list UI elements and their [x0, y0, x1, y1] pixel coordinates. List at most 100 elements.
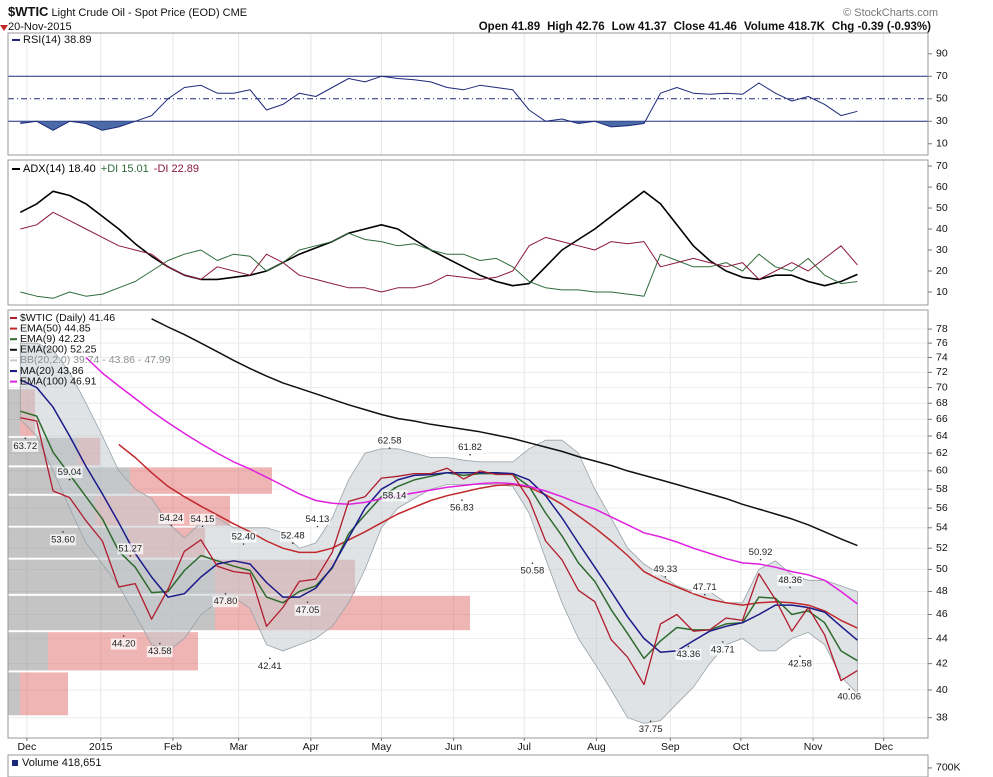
- y-tick-label: 44: [936, 632, 948, 644]
- x-tick-label: Nov: [804, 741, 823, 753]
- annotation-point: [759, 558, 762, 561]
- annotation-bg: [50, 534, 76, 546]
- annotation-bg: [691, 582, 718, 594]
- y-tick-label: 700K: [936, 762, 961, 774]
- annotation-point: [62, 531, 64, 533]
- stat-label: Close: [673, 21, 705, 33]
- volume-by-price-bar: [8, 389, 20, 436]
- panel-frame: [7, 32, 929, 156]
- y-tick-label: 48: [936, 585, 948, 597]
- stat: Open 41.89: [479, 21, 540, 33]
- panel-frame: [7, 754, 929, 777]
- stat-label: Chg: [831, 21, 855, 33]
- annotation: 61.82: [458, 442, 482, 453]
- stat-value: 41.46: [708, 21, 737, 33]
- annotation-point: [242, 543, 245, 545]
- annotation-bg: [279, 530, 306, 542]
- y-tick-label: 58: [936, 483, 948, 495]
- annotation: 62.58: [378, 436, 402, 447]
- y-tick-label: 40: [936, 684, 948, 696]
- annotation-bg: [294, 604, 321, 616]
- x-tick-label: May: [371, 741, 392, 753]
- legend-entry: RSI(14) 38.89: [23, 34, 91, 46]
- annotation-bg: [110, 638, 137, 650]
- annotation-point: [170, 524, 173, 527]
- y-tick-label: 72: [936, 366, 948, 378]
- annotation-point: [799, 655, 801, 658]
- legend-icon: [12, 760, 18, 766]
- x-tick-label: Feb: [164, 741, 182, 753]
- legend-entry: -DI 22.89: [154, 163, 199, 175]
- annotation: 54.15: [191, 514, 215, 525]
- annotation-point: [722, 641, 724, 643]
- annotation-point: [531, 562, 534, 564]
- y-tick-label: 70: [936, 70, 948, 82]
- annotation-bg: [56, 467, 83, 479]
- annotation-bg: [787, 658, 813, 670]
- annotation-point: [291, 542, 294, 545]
- annotation-bg: [637, 723, 664, 735]
- annotation-point: [461, 499, 463, 501]
- annotation-point: [129, 555, 132, 557]
- panel: [8, 310, 928, 738]
- y-tick-label: 66: [936, 413, 948, 425]
- annotation-bg: [709, 644, 736, 656]
- annotation-point: [649, 720, 652, 723]
- annotation-bg: [158, 512, 185, 524]
- y-tick-label: 70: [936, 160, 948, 172]
- panel: [8, 33, 928, 155]
- annotation: 54.24: [159, 513, 183, 524]
- y-tick-label: 10: [936, 138, 948, 150]
- annotation-bg: [117, 543, 144, 555]
- annotation-point: [469, 453, 471, 456]
- stat: Chg -0.39 (-0.93%): [832, 21, 931, 33]
- stat: High 42.76: [547, 21, 605, 33]
- legend-entry: MA(20) 43.86: [20, 365, 84, 377]
- oversold-fill: [20, 121, 646, 131]
- y-tick-label: 38: [936, 711, 948, 723]
- annotation-point: [316, 525, 319, 528]
- series-line: [20, 75, 858, 131]
- annotation-bg: [212, 596, 239, 608]
- annotation: 43.71: [711, 645, 735, 656]
- x-tick-label: Apr: [303, 741, 320, 753]
- annotation: 40.06: [837, 692, 861, 703]
- annotation: 59.04: [58, 467, 82, 478]
- y-tick-label: 68: [936, 397, 948, 409]
- annotation: 50.58: [521, 566, 545, 577]
- series-line: [20, 211, 858, 293]
- annotation-bg: [777, 574, 804, 586]
- stat-value: 41.37: [637, 21, 667, 33]
- stats: Open 41.89 High 42.76 Low 41.37 Close 41.46…: [472, 21, 931, 33]
- y-tick-label: 78: [936, 323, 948, 335]
- annotation: 43.36: [676, 649, 700, 660]
- annotation-bg: [146, 646, 173, 658]
- panel-frame: [7, 309, 929, 739]
- annotation-point: [393, 487, 396, 489]
- y-tick-label: 74: [936, 351, 948, 363]
- x-tick-label: Dec: [18, 741, 37, 753]
- annotation-bg: [747, 547, 774, 559]
- stat-label: High: [547, 21, 573, 33]
- copyright[interactable]: © StockCharts.com: [843, 7, 938, 19]
- annotation: 51.27: [118, 543, 142, 554]
- y-tick-label: 56: [936, 502, 948, 514]
- stat-label: Open: [478, 21, 509, 33]
- annotation-bg: [448, 502, 475, 514]
- y-tick-label: 90: [936, 48, 948, 60]
- stat-value: 41.89: [511, 21, 541, 33]
- series-line: [85, 356, 858, 605]
- annotation-point: [24, 437, 27, 440]
- legend-entry: BB(20,2.0) 39.74 - 43.86 - 47.99: [20, 354, 171, 366]
- volume-by-price-bar: [8, 672, 20, 716]
- annotation-bg: [519, 565, 546, 577]
- annotation-point: [224, 592, 227, 595]
- annotation-point: [68, 478, 71, 481]
- annotation-bg: [230, 531, 257, 543]
- y-tick-label: 42: [936, 657, 948, 669]
- annotation: 58.14: [383, 490, 407, 501]
- annotation: 53.60: [51, 534, 75, 545]
- annotation-point: [848, 688, 851, 690]
- panel-frame: [7, 159, 929, 306]
